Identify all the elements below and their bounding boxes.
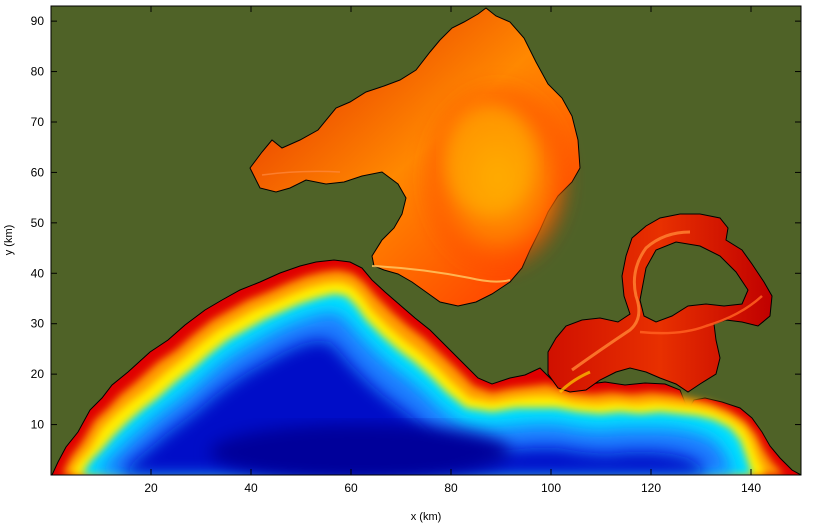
x-tick-label: 140 [741, 481, 761, 495]
x-tick-label: 80 [444, 481, 458, 495]
y-tick-label: 10 [31, 418, 45, 432]
x-axis-label: x (km) [411, 511, 442, 523]
y-tick-label: 20 [31, 367, 45, 381]
y-tick-label: 50 [31, 216, 45, 230]
bay-channel-line [371, 265, 511, 283]
x-tick-label: 40 [244, 481, 258, 495]
y-tick-label: 30 [31, 317, 45, 331]
y-axis: 10 20 30 40 50 60 70 80 90 [31, 14, 801, 432]
river-channel-east [639, 295, 763, 335]
y-tick-label: 60 [31, 165, 45, 179]
y-tick-label: 70 [31, 115, 45, 129]
x-tick-label: 100 [541, 481, 561, 495]
river-channel [571, 230, 691, 372]
x-axis: 20 40 60 80 100 120 140 [144, 6, 761, 495]
river-mouth [558, 370, 591, 394]
y-tick-label: 80 [31, 65, 45, 79]
bay-channel-line-west [261, 170, 341, 176]
x-tick-label: 20 [144, 481, 158, 495]
y-tick-label: 40 [31, 266, 45, 280]
y-tick-label: 90 [31, 14, 45, 28]
bay-core-shallowest [445, 105, 535, 215]
plot-area [51, 6, 801, 475]
estuary-inner-land [639, 241, 749, 323]
ocean-deepest-area [210, 424, 510, 475]
x-tick-label: 60 [344, 481, 358, 495]
x-tick-label: 120 [641, 481, 661, 495]
y-axis-label: y (km) [3, 225, 15, 256]
plot-frame [50, 5, 802, 476]
